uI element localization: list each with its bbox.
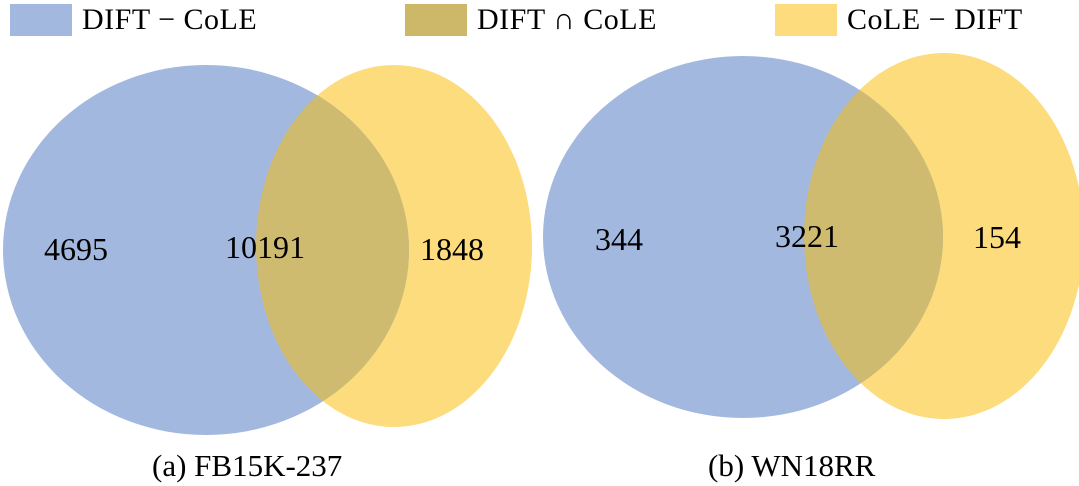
legend-swatch-dift-only (10, 4, 72, 36)
legend-label-dift-only: DIFT − CoLE (82, 3, 258, 36)
venn-a-cole-only-count: 1848 (420, 231, 484, 267)
legend-swatch-intersection (405, 4, 467, 36)
venn-a-intersection-count: 10191 (225, 229, 305, 265)
venn-diagram-b: 344 3221 154 (543, 53, 1079, 419)
venn-diagram-a: 4695 10191 1848 (3, 65, 532, 435)
venn-b-cole-only-count: 154 (973, 219, 1021, 255)
legend-item-dift-only: DIFT − CoLE (10, 4, 257, 36)
venn-a-dift-only-count: 4695 (44, 231, 108, 267)
legend-swatch-cole-only (775, 4, 837, 36)
caption-a: (a) FB15K-237 (152, 448, 343, 483)
venn-b-dift-only-count: 344 (595, 221, 643, 257)
legend-label-intersection: DIFT ∩ CoLE (477, 3, 657, 36)
legend-item-cole-only: CoLE − DIFT (775, 4, 1023, 36)
venn-b-intersection-count: 3221 (775, 218, 839, 254)
venn-a-intersection (256, 65, 409, 427)
legend-item-intersection: DIFT ∩ CoLE (405, 4, 657, 36)
legend-label-cole-only: CoLE − DIFT (847, 3, 1023, 36)
venn-b-intersection (804, 56, 943, 418)
caption-b: (b) WN18RR (708, 448, 876, 483)
